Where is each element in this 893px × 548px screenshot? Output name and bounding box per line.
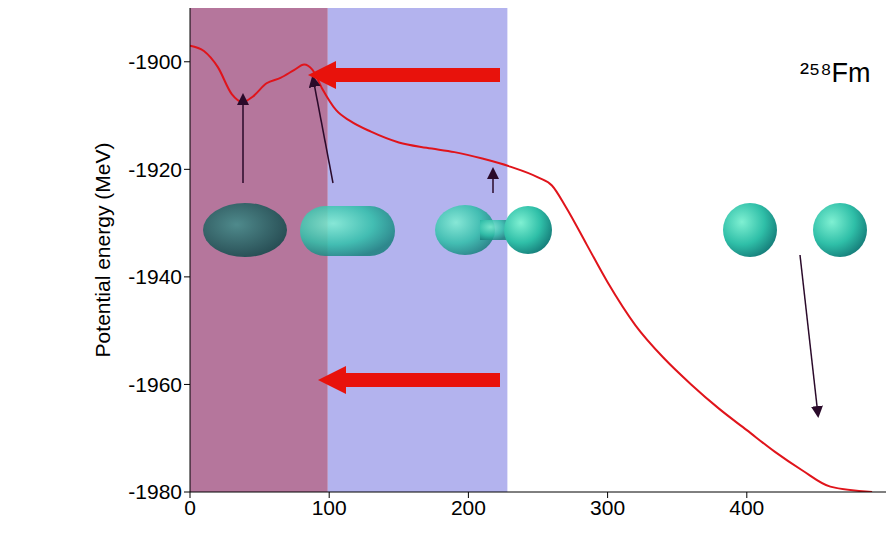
- svg-text:300: 300: [590, 496, 625, 519]
- svg-text:-1900: -1900: [128, 50, 182, 73]
- svg-text:0: 0: [184, 496, 196, 519]
- svg-text:-1960: -1960: [128, 373, 182, 396]
- svg-text:-1940: -1940: [128, 265, 182, 288]
- svg-text:100: 100: [312, 496, 347, 519]
- svg-text:-1920: -1920: [128, 158, 182, 181]
- svg-text:200: 200: [451, 496, 486, 519]
- svg-text:Potential energy (MeV): Potential energy (MeV): [91, 143, 114, 358]
- svg-text:400: 400: [729, 496, 764, 519]
- svg-text:²⁵⁸Fm: ²⁵⁸Fm: [800, 58, 871, 88]
- svg-text:-1980: -1980: [128, 480, 182, 503]
